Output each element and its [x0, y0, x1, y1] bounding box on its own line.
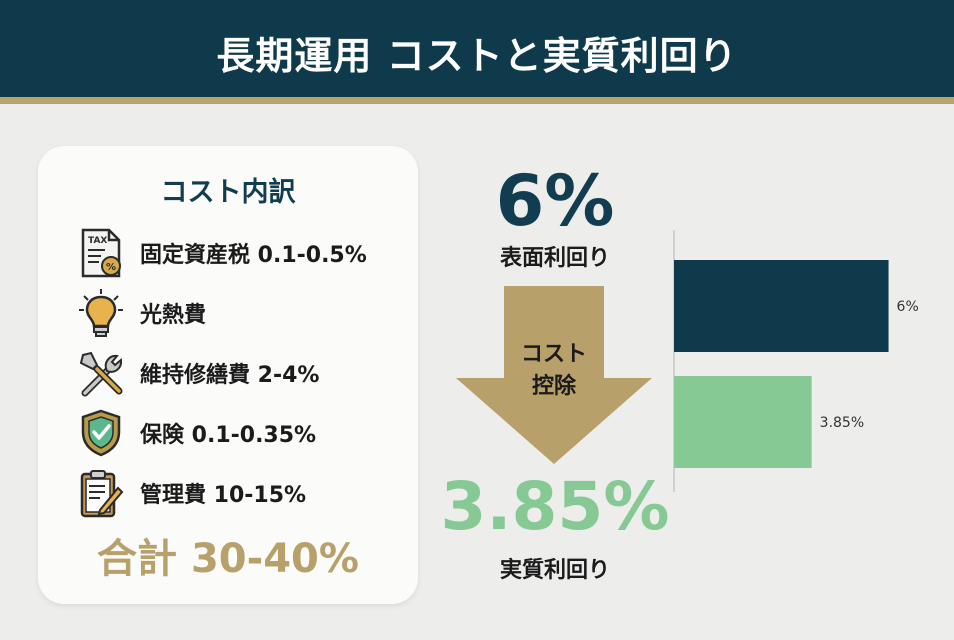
cost-item-label: 管理費 10-15%: [140, 483, 307, 508]
cost-item-insurance: 保険 0.1-0.35%: [76, 406, 406, 460]
chart-data-label: 6%: [897, 299, 919, 315]
real-yield-label: 実質利回り: [499, 558, 610, 583]
page-title: 長期運用 コストと実質利回り: [216, 33, 738, 78]
clipboard-icon: [76, 468, 126, 518]
cost-item-label: 保険 0.1-0.35%: [140, 423, 317, 448]
chart-bar: [674, 376, 812, 468]
down-arrow-icon: [456, 286, 652, 464]
tax-document-icon: TAX %: [76, 228, 126, 278]
arrow-label-line1: コスト: [520, 342, 587, 367]
shield-check-icon: [76, 408, 126, 458]
chart-bar: [674, 260, 889, 352]
cost-item-label: 固定資産税 0.1-0.5%: [140, 243, 367, 268]
header-gold-line: [0, 97, 954, 104]
surface-yield-label: 表面利回り: [499, 246, 610, 271]
arrow-label-line2: 控除: [531, 374, 576, 399]
surface-yield-value: 6%: [495, 160, 615, 242]
cost-item-maintenance: 維持修繕費 2-4%: [76, 346, 406, 400]
lightbulb-icon: [76, 288, 126, 338]
svg-text:%: %: [106, 262, 116, 273]
cost-item-management: 管理費 10-15%: [76, 466, 406, 520]
cost-item-label: 維持修繕費 2-4%: [140, 363, 320, 388]
cost-item-property-tax: TAX % 固定資産税 0.1-0.5%: [76, 226, 406, 280]
cost-item-label: 光熱費: [140, 303, 207, 328]
tax-icon-text: TAX: [88, 236, 107, 246]
panel-title: コスト内訳: [160, 177, 296, 208]
cost-breakdown-panel: コスト内訳 TAX % 固定資産税 0.1-0.5%: [38, 146, 418, 604]
cost-total: 合計 30-40%: [97, 536, 359, 582]
chart-data-label: 3.85%: [820, 415, 864, 431]
header-banner: 長期運用 コストと実質利回り: [0, 0, 954, 104]
yield-bar-chart: 6% 3.85%: [673, 230, 919, 492]
tools-icon: [76, 348, 126, 398]
cost-item-utilities: 光熱費: [76, 286, 406, 340]
real-yield-value: 3.85%: [440, 468, 670, 545]
